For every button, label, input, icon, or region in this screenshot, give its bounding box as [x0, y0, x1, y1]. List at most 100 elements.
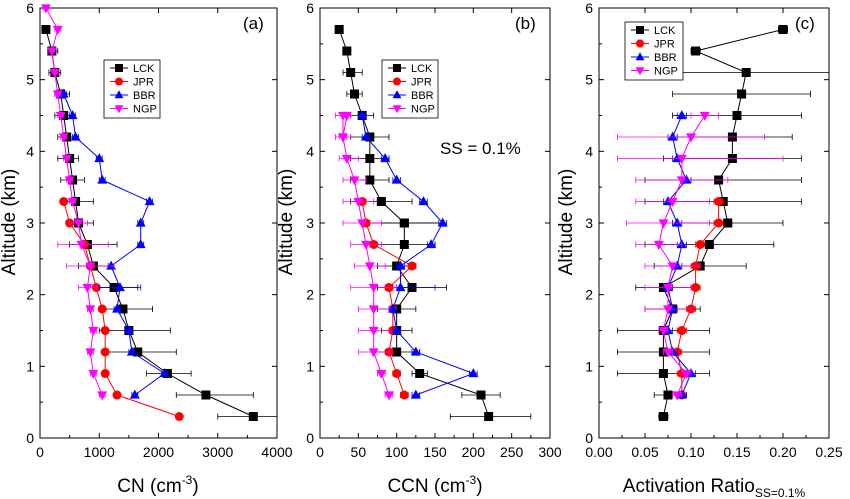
x-tick-label: 0 [316, 444, 324, 460]
data-point [468, 368, 479, 378]
x-axis-label-main: Activation Ratio [623, 476, 755, 497]
x-tick-label: 0.00 [585, 444, 612, 460]
legend-marker [636, 39, 644, 48]
data-point [85, 305, 96, 315]
data-point [418, 196, 429, 206]
data-point [338, 133, 348, 143]
x-axis-label-end: ) [192, 476, 198, 497]
data-point [732, 111, 742, 120]
data-point [663, 348, 673, 358]
legend-label: LCK [411, 63, 433, 75]
y-tick-label: 3 [26, 215, 34, 231]
data-point [714, 218, 724, 228]
data-point [704, 240, 714, 249]
data-point [357, 110, 368, 120]
series-line [361, 201, 413, 396]
data-point [64, 176, 75, 186]
panel-label: (b) [515, 14, 536, 33]
x-axis-label: CN (cm-3) [117, 473, 198, 497]
legend-marker [115, 64, 123, 72]
y-tick-label: 1 [306, 358, 314, 374]
x-axis-label-superscript: -3 [182, 473, 193, 487]
y-tick-label: 3 [306, 215, 314, 231]
data-point [392, 347, 402, 357]
data-point [334, 25, 344, 34]
y-tick-label: 3 [585, 215, 593, 231]
data-point [52, 25, 63, 35]
data-point [135, 239, 146, 249]
data-point [97, 174, 108, 184]
data-point [667, 262, 678, 272]
legend-label: JPR [133, 77, 154, 89]
legend-label: LCK [654, 25, 676, 37]
data-point [129, 389, 140, 399]
legend-label: BBR [133, 90, 156, 102]
y-tick-label: 5 [585, 72, 593, 88]
data-point [357, 219, 368, 229]
data-point [342, 46, 352, 56]
data-point [40, 4, 51, 14]
data-point [410, 346, 421, 356]
y-tick-label: 2 [585, 287, 593, 303]
series-layer [40, 4, 278, 421]
panel-c: Altitude (km) 0.00 0.05 0.10 0.15 0.20 0.25 0… [556, 0, 843, 499]
data-point [392, 369, 402, 378]
data-point [391, 174, 402, 184]
data-point [686, 133, 696, 143]
x-tick-label: 50 [351, 444, 367, 460]
x-axis-label-main: CN (cm [117, 476, 181, 497]
data-point [100, 347, 110, 357]
data-point [399, 240, 409, 249]
legend-marker [393, 77, 401, 86]
data-point [667, 131, 678, 141]
series-bbr [58, 88, 170, 399]
legend-marker [635, 67, 645, 76]
x-tick-label: 100 [385, 444, 409, 460]
panel-a: Altitude (km) 0 1000 2000 3000 4000 0123456 … [0, 0, 293, 497]
data-point [106, 260, 117, 270]
x-tick-label: 3000 [202, 444, 233, 460]
data-point [55, 111, 66, 121]
x-tick-label: 200 [462, 444, 486, 460]
y-tick-label: 1 [26, 358, 34, 374]
data-point [135, 217, 146, 227]
data-point [353, 197, 364, 207]
data-point [126, 346, 137, 356]
data-point [100, 326, 110, 335]
series-line [342, 115, 390, 396]
x-tick-label: 0.25 [815, 444, 842, 460]
y-tick-label: 2 [306, 287, 314, 303]
x-tick-label: 0.15 [723, 444, 750, 460]
data-point [97, 391, 108, 401]
panel-b: Altitude (km) 0 50 100 150 200 250 300 0 1 2 3 4 5 6… [276, 0, 562, 497]
x-tick-label: 0.10 [677, 444, 704, 460]
data-point [476, 390, 486, 400]
data-point [52, 90, 63, 100]
legend-label: JPR [654, 39, 675, 51]
x-axis-label-superscript: -3 [466, 473, 477, 487]
x-tick-labels: 0 50 100 150 200 250 300 [316, 444, 562, 460]
data-point [76, 240, 87, 250]
data-point [365, 154, 375, 163]
panel-label: (c) [795, 14, 815, 33]
legend-label: BBR [654, 52, 677, 64]
data-point [391, 325, 402, 335]
data-point [361, 131, 371, 141]
legend-label: NGP [133, 104, 157, 116]
x-axis-label: CCN (cm-3) [387, 473, 482, 497]
data-point [380, 153, 391, 163]
data-point [248, 412, 258, 421]
data-point [658, 219, 669, 229]
data-point [58, 133, 69, 143]
data-point [112, 303, 122, 313]
data-point [118, 304, 128, 314]
x-tick-label: 150 [423, 444, 447, 460]
data-point [681, 369, 692, 379]
data-point [341, 111, 352, 121]
y-tick-label: 0 [306, 430, 314, 446]
x-tick-label: 4000 [261, 444, 292, 460]
y-tick-labels: 0 1 2 3 4 5 6 [26, 0, 34, 446]
data-point [723, 218, 733, 228]
